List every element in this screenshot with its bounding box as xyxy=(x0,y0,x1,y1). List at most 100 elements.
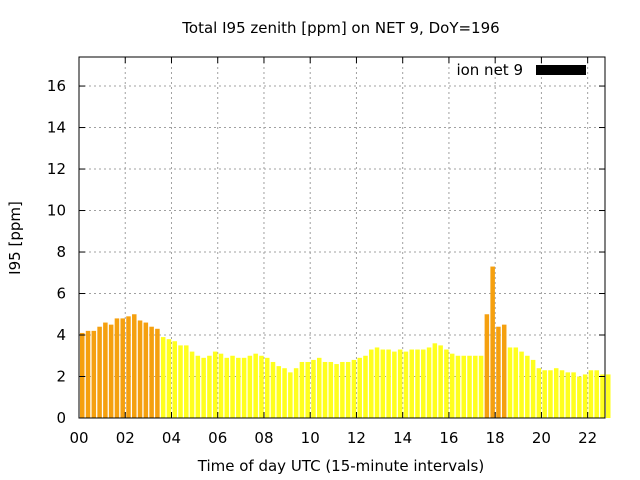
bar xyxy=(513,347,519,418)
bar xyxy=(247,355,253,418)
bar xyxy=(392,351,397,418)
x-axis-label: Time of day UTC (15-minute intervals) xyxy=(197,457,484,475)
bar xyxy=(241,357,247,418)
bar xyxy=(542,370,547,418)
bar xyxy=(577,376,582,418)
bar xyxy=(461,355,466,418)
legend: ion net 9 xyxy=(456,61,586,79)
x-tick-label: 06 xyxy=(208,429,227,447)
bar xyxy=(380,349,386,418)
bar xyxy=(264,357,270,418)
bar xyxy=(299,361,305,418)
bar xyxy=(316,357,322,418)
x-tick-label: 20 xyxy=(532,429,551,447)
bar xyxy=(374,347,380,418)
bar xyxy=(311,359,316,418)
bar xyxy=(85,330,91,418)
bar xyxy=(270,361,276,418)
bar xyxy=(132,314,137,418)
bar xyxy=(80,332,85,418)
bar xyxy=(363,355,368,418)
y-tick-label: 6 xyxy=(56,285,66,303)
bar xyxy=(195,355,201,418)
bar xyxy=(484,314,490,418)
bar xyxy=(178,345,183,418)
bar xyxy=(351,359,357,418)
x-tick-label: 18 xyxy=(486,429,505,447)
bar xyxy=(490,266,495,418)
bar xyxy=(345,361,351,418)
bar xyxy=(386,349,391,418)
axis-ticks xyxy=(78,57,605,419)
bar xyxy=(449,353,455,418)
x-tick-label: 14 xyxy=(393,429,412,447)
y-tick-label: 14 xyxy=(47,119,66,137)
bar xyxy=(166,339,172,418)
x-tick-label: 22 xyxy=(578,429,597,447)
x-tick-label: 12 xyxy=(347,429,366,447)
bar xyxy=(172,341,177,418)
bar xyxy=(594,370,599,418)
bar xyxy=(357,357,362,418)
bar xyxy=(438,345,443,418)
bar-series xyxy=(80,266,611,418)
bar xyxy=(473,355,478,418)
bar xyxy=(548,370,553,418)
bar xyxy=(328,361,334,418)
bar xyxy=(444,349,449,418)
bar xyxy=(126,316,131,418)
bar xyxy=(97,326,102,418)
bar xyxy=(525,355,530,418)
bar xyxy=(224,357,230,418)
bar xyxy=(496,326,501,418)
x-tick-labels: 00 02 04 06 08 10 12 14 16 18 20 22 xyxy=(69,429,597,447)
x-tick-label: 02 xyxy=(116,429,135,447)
bar xyxy=(120,318,125,418)
bar xyxy=(519,351,524,418)
bar xyxy=(137,320,143,418)
x-tick-label: 16 xyxy=(439,429,458,447)
bar xyxy=(536,368,542,418)
bar xyxy=(155,328,160,418)
bar xyxy=(501,324,507,418)
x-tick-label: 10 xyxy=(301,429,320,447)
y-tick-label: 8 xyxy=(56,243,66,261)
plot-frame xyxy=(78,56,606,419)
legend-swatch xyxy=(536,65,586,75)
bar xyxy=(189,351,195,418)
x-tick-label: 08 xyxy=(254,429,273,447)
y-tick-label: 16 xyxy=(47,77,66,95)
legend-label: ion net 9 xyxy=(456,61,523,79)
bar xyxy=(143,322,149,418)
bar xyxy=(282,368,287,418)
bar xyxy=(426,347,432,418)
y-tick-label: 12 xyxy=(47,160,66,178)
bar xyxy=(212,351,218,418)
bar xyxy=(114,318,120,418)
bar xyxy=(553,368,559,418)
bar xyxy=(421,349,426,418)
bar xyxy=(201,357,206,418)
bar xyxy=(478,355,484,418)
bar xyxy=(565,372,571,418)
bar xyxy=(207,355,212,418)
bar xyxy=(432,343,438,418)
y-tick-label: 10 xyxy=(47,202,66,220)
bar xyxy=(369,349,374,418)
chart-title: Total I95 zenith [ppm] on NET 9, DoY=196 xyxy=(181,19,499,37)
bar xyxy=(403,351,409,418)
bar xyxy=(409,349,414,418)
bar xyxy=(334,364,339,418)
x-tick-label: 00 xyxy=(69,429,88,447)
bar xyxy=(259,355,264,418)
bar xyxy=(397,349,403,418)
bar xyxy=(340,361,345,418)
bar xyxy=(103,322,108,418)
bar xyxy=(218,353,224,418)
bar xyxy=(559,370,565,418)
bar xyxy=(305,361,310,418)
bar xyxy=(288,372,293,418)
bar xyxy=(160,337,166,418)
bar xyxy=(507,347,513,418)
